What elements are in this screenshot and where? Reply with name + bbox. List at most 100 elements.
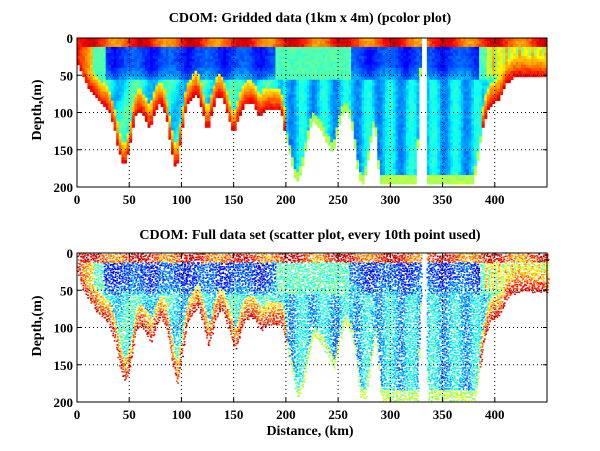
pcolor-cell (124, 118, 128, 122)
pcolor-cell (463, 127, 467, 131)
pcolor-cell (296, 67, 300, 72)
pcolor-cell (416, 127, 420, 131)
pcolor-cell (244, 97, 248, 101)
pcolor-cell (413, 88, 417, 93)
pcolor-cell (406, 145, 410, 149)
pcolor-cell (330, 46, 334, 51)
pcolor-cell (398, 142, 402, 146)
pcolor-cell (385, 148, 389, 152)
pcolor-cell (377, 157, 381, 161)
pcolor-cell (432, 82, 436, 87)
pcolor-cell (351, 38, 355, 42)
pcolor-cell (317, 58, 321, 63)
pcolor-cell (442, 124, 446, 128)
pcolor-cell (458, 58, 462, 63)
pcolor-cell (322, 38, 326, 42)
pcolor-cell (176, 103, 180, 107)
pcolor-cell (434, 151, 438, 155)
pcolor-cell (463, 121, 467, 125)
pcolor-cell (236, 52, 240, 57)
pcolor-cell (460, 43, 464, 48)
pcolor-cell (218, 73, 222, 78)
pcolor-cell (330, 100, 334, 104)
pcolor-cell (129, 82, 133, 87)
pcolor-cell (298, 166, 302, 170)
pcolor-cell (377, 145, 381, 149)
pcolor-cell (403, 118, 407, 122)
pcolor-cell (437, 166, 441, 170)
pcolor-cell (199, 103, 203, 107)
pcolor-cell (429, 46, 433, 51)
pcolor-cell (304, 124, 308, 128)
pcolor-cell (173, 109, 177, 113)
pcolor-cell (442, 46, 446, 51)
pcolor-cell (377, 124, 381, 128)
pcolor-cell (359, 52, 363, 57)
pcolor-cell (458, 163, 462, 167)
pcolor-cell (369, 133, 373, 137)
pcolor-cell (398, 124, 402, 128)
pcolor-cell (157, 73, 161, 78)
pcolor-cell (184, 100, 188, 104)
pcolor-cell (351, 40, 355, 45)
pcolor-cell (251, 94, 255, 98)
pcolor-cell (387, 64, 391, 69)
pcolor-cell (176, 38, 180, 42)
pcolor-cell (142, 52, 146, 57)
pcolor-cell (147, 82, 151, 87)
pcolor-cell (458, 142, 462, 146)
pcolor-cell (432, 142, 436, 146)
pcolor-cell (353, 109, 357, 113)
pcolor-cell (126, 130, 130, 134)
pcolor-cell (369, 88, 373, 93)
pcolor-cell (298, 49, 302, 54)
pcolor-cell (385, 175, 389, 179)
pcolor-cell (385, 151, 389, 155)
pcolor-cell (173, 124, 177, 128)
pcolor-cell (150, 91, 154, 96)
pcolor-cell (445, 40, 449, 45)
pcolor-cell (163, 40, 167, 45)
pcolor-cell (437, 127, 441, 131)
pcolor-cell (364, 94, 368, 98)
pcolor-cell (322, 73, 326, 78)
pcolor-cell (330, 127, 334, 131)
pcolor-cell (340, 106, 344, 110)
pcolor-cell (197, 38, 201, 42)
pcolor-cell (262, 64, 266, 69)
pcolor-cell (317, 106, 321, 110)
pcolor-cell (429, 76, 433, 81)
pcolor-cell (103, 67, 107, 72)
pcolor-cell (108, 91, 112, 96)
pcolor-cell (416, 118, 420, 122)
pcolor-cell (293, 151, 297, 155)
pcolor-cell (110, 112, 114, 116)
pcolor-cell (453, 82, 457, 87)
pcolor-cell (168, 100, 172, 104)
pcolor-cell (434, 58, 438, 63)
pcolor-cell (327, 115, 331, 119)
pcolor-cell (398, 118, 402, 122)
pcolor-cell (322, 118, 326, 122)
pcolor-cell (181, 46, 185, 51)
pcolor-cell (270, 64, 274, 69)
pcolor-cell (116, 79, 120, 84)
pcolor-cell (113, 109, 117, 113)
pcolor-cell (298, 58, 302, 63)
pcolor-cell (178, 73, 182, 78)
pcolor-cell (189, 85, 193, 90)
pcolor-cell (332, 121, 336, 125)
pcolor-cell (403, 166, 407, 170)
pcolor-cell (291, 151, 295, 155)
pcolor-cell (144, 109, 148, 113)
pcolor-cell (398, 91, 402, 96)
pcolor-cell (173, 115, 177, 119)
pcolor-cell (126, 88, 130, 93)
pcolor-cell (314, 38, 318, 42)
pcolor-cell (291, 133, 295, 137)
pcolor-cell (442, 52, 446, 57)
pcolor-cell (176, 46, 180, 51)
pcolor-cell (176, 100, 180, 104)
pcolor-cell (199, 76, 203, 81)
pcolor-cell (285, 82, 289, 87)
